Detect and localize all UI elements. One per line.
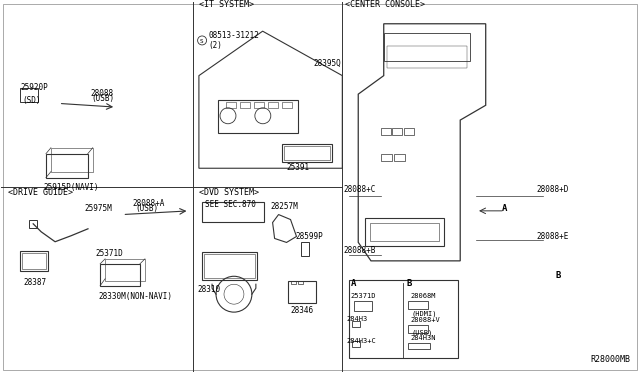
Bar (349, 280, 458, 358)
Bar (20, 251, 49, 272)
Text: 28068M: 28068M (410, 293, 436, 299)
Bar (100, 264, 140, 286)
Text: (USB): (USB) (136, 204, 159, 213)
Bar (204, 254, 255, 278)
Bar (298, 281, 303, 284)
Text: SEE SEC.870: SEE SEC.870 (205, 200, 256, 209)
Text: 28599P: 28599P (296, 232, 324, 241)
Bar (29, 220, 37, 228)
Bar (202, 252, 257, 280)
Text: S: S (200, 39, 203, 44)
Bar (387, 46, 467, 68)
Text: 25975M: 25975M (84, 204, 112, 213)
Bar (408, 325, 428, 333)
Text: 28257M: 28257M (271, 202, 298, 211)
Text: 28088+A: 28088+A (132, 199, 164, 208)
Bar (369, 223, 439, 241)
Text: (2): (2) (208, 41, 222, 50)
Text: 25391: 25391 (287, 163, 310, 172)
Bar (240, 102, 250, 108)
Bar (291, 281, 296, 284)
Bar (268, 102, 278, 108)
Bar (351, 341, 360, 347)
Text: B: B (556, 270, 561, 279)
Text: 08513-31212: 08513-31212 (208, 32, 259, 41)
Text: <CENTER CONSOLE>: <CENTER CONSOLE> (346, 0, 426, 9)
Bar (381, 154, 392, 161)
Text: 25915P(NAVI): 25915P(NAVI) (43, 183, 99, 192)
Bar (288, 281, 316, 303)
Text: (SD): (SD) (22, 96, 41, 105)
Text: 25371D: 25371D (351, 293, 376, 299)
Text: B: B (406, 279, 412, 288)
Bar (22, 253, 46, 269)
Text: 28088+V: 28088+V (410, 317, 440, 323)
Bar (408, 301, 428, 309)
Text: <IT SYSTEM>: <IT SYSTEM> (199, 0, 254, 9)
Bar (254, 102, 264, 108)
Bar (282, 144, 332, 162)
Bar (284, 146, 330, 160)
Text: 28310: 28310 (197, 285, 220, 294)
Text: 28088+E: 28088+E (537, 232, 569, 241)
Bar (51, 148, 93, 171)
Bar (20, 88, 38, 102)
Bar (381, 128, 390, 135)
Text: 25371D: 25371D (95, 249, 123, 258)
Text: A: A (502, 204, 507, 213)
Bar (351, 321, 360, 327)
Text: 28387: 28387 (24, 278, 47, 287)
Bar (392, 128, 403, 135)
Bar (282, 102, 292, 108)
Text: <DRIVE GUIDE>: <DRIVE GUIDE> (8, 189, 73, 198)
Text: A: A (351, 279, 356, 288)
Text: 28330M(NON-NAVI): 28330M(NON-NAVI) (98, 292, 172, 301)
Text: 25920P: 25920P (20, 83, 48, 93)
Text: (USB): (USB) (412, 330, 433, 336)
Bar (408, 343, 430, 349)
Bar (202, 202, 264, 222)
Bar (105, 259, 145, 281)
Text: <DVD SYSTEM>: <DVD SYSTEM> (199, 189, 259, 198)
Text: 28395Q: 28395Q (314, 60, 341, 68)
Bar (301, 242, 309, 256)
Text: (HDMI): (HDMI) (412, 311, 437, 317)
Bar (218, 100, 298, 133)
Text: 28346: 28346 (290, 306, 313, 315)
Text: R28000MB: R28000MB (591, 355, 630, 364)
Text: 28088+B: 28088+B (344, 247, 376, 256)
Bar (404, 128, 415, 135)
Text: 28088+D: 28088+D (537, 185, 569, 194)
Text: (USB): (USB) (91, 94, 115, 103)
Text: 284H3+C: 284H3+C (347, 338, 376, 344)
Text: 28088: 28088 (90, 89, 114, 98)
Bar (226, 102, 236, 108)
Text: 284H3: 284H3 (347, 316, 368, 322)
Bar (365, 218, 444, 246)
Bar (384, 33, 470, 61)
Bar (354, 301, 372, 311)
Text: 28088+C: 28088+C (344, 185, 376, 194)
Bar (46, 154, 88, 177)
Bar (394, 154, 406, 161)
Text: 284H3N: 284H3N (410, 335, 436, 341)
